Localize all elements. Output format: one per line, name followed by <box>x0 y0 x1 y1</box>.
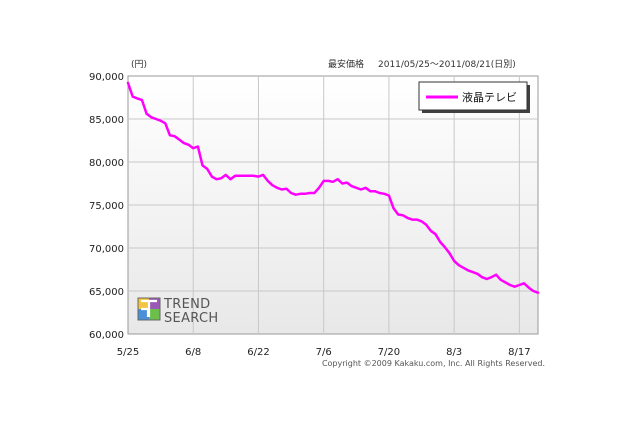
chart-date-range: 2011/05/25～2011/08/21(日別) <box>378 59 516 70</box>
logo-block-blue <box>138 309 149 320</box>
x-tick-label: 8/3 <box>446 347 462 358</box>
trend-search-logo: TREND SEARCH <box>137 297 218 326</box>
logo-block-yellow <box>138 298 149 309</box>
grid-lines <box>128 76 538 334</box>
y-axis-ticks: 90,000 85,000 80,000 75,000 70,000 65,000 60,0… <box>89 72 124 341</box>
chart-title-label: 最安価格 <box>328 58 364 70</box>
x-tick-label: 6/22 <box>247 347 269 358</box>
y-tick-label: 70,000 <box>89 244 124 255</box>
series-line <box>126 81 540 294</box>
x-tick-label: 5/25 <box>117 347 139 358</box>
x-tick-label: 7/20 <box>378 347 400 358</box>
legend-label: 液晶テレビ <box>462 90 517 104</box>
series-layer <box>126 81 540 294</box>
x-axis-ticks: 5/25 6/8 6/22 7/6 7/20 8/3 8/17 <box>117 347 531 358</box>
y-tick-label: 60,000 <box>89 330 124 341</box>
unit-label: (円) <box>131 59 147 70</box>
logo-text-search: SEARCH <box>164 311 218 326</box>
legend: 液晶テレビ <box>418 81 530 113</box>
y-tick-label: 85,000 <box>89 115 124 126</box>
logo-text-trend: TREND <box>163 297 210 312</box>
x-tick-label: 8/17 <box>508 347 530 358</box>
x-tick-label: 6/8 <box>185 347 201 358</box>
y-tick-label: 65,000 <box>89 287 124 298</box>
y-tick-label: 80,000 <box>89 158 124 169</box>
copyright-notice: Copyright ©2009 Kakaku.com, Inc. All Rig… <box>322 359 545 368</box>
y-tick-label: 90,000 <box>89 72 124 83</box>
y-tick-label: 75,000 <box>89 201 124 212</box>
logo-block-green <box>149 309 160 320</box>
x-tick-label: 7/6 <box>316 347 332 358</box>
logo-block-purple <box>149 298 160 309</box>
